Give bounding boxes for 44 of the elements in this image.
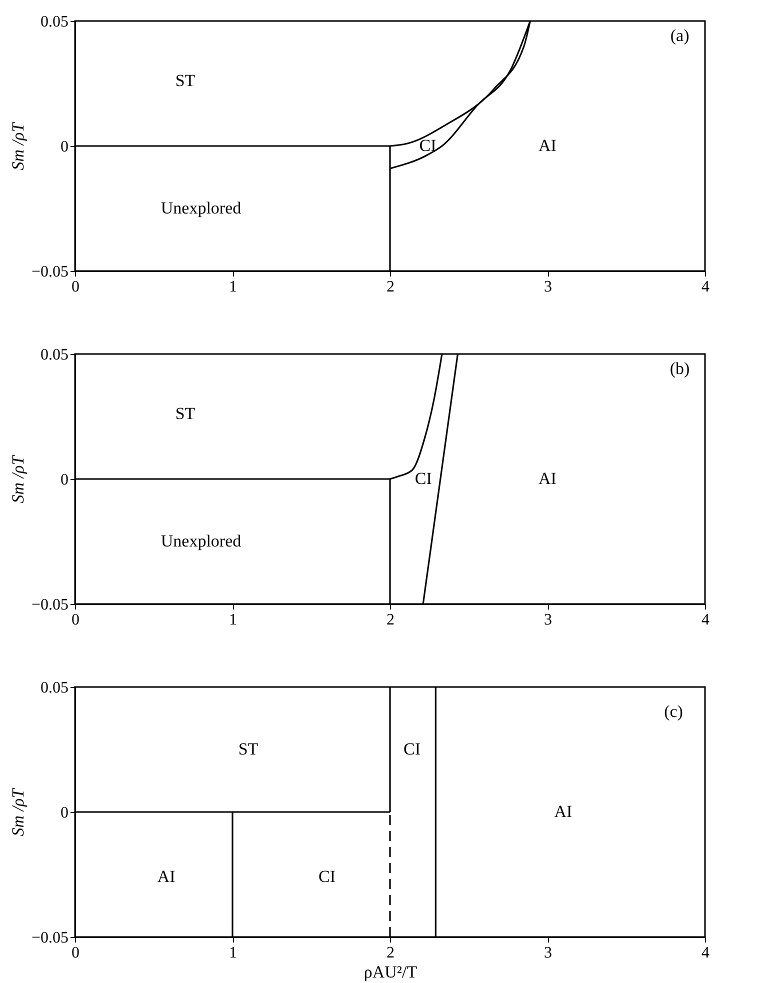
annotation: CI xyxy=(404,740,421,758)
x-tick-label: 4 xyxy=(702,278,710,296)
annotation: (a) xyxy=(670,26,690,45)
annotation: CI xyxy=(414,469,432,488)
y-axis-title: Sm /ρT xyxy=(8,787,28,836)
x-tick-label: 3 xyxy=(544,944,552,962)
annotation: AI xyxy=(538,469,557,488)
x-tick-label: 4 xyxy=(702,612,710,628)
y-tick-label: 0 xyxy=(60,472,68,488)
x-tick-label: 2 xyxy=(386,944,394,962)
x-tick-label: 3 xyxy=(544,612,552,628)
annotation: ST xyxy=(175,71,196,90)
annotation: AI xyxy=(554,802,573,821)
x-tick-label: 3 xyxy=(544,278,552,296)
x-tick-label: 0 xyxy=(72,612,80,628)
y-tick-label: 0.05 xyxy=(40,680,68,696)
x-tick-label: 2 xyxy=(386,278,394,296)
y-axis-title: Sm /ρT xyxy=(8,454,28,504)
annotation: AI xyxy=(157,867,176,886)
x-tick-label: 1 xyxy=(229,278,237,296)
x-tick-label: 4 xyxy=(702,944,710,962)
annotation: (c) xyxy=(664,702,683,721)
y-tick-label: 0.05 xyxy=(40,14,68,30)
y-tick-label: 0 xyxy=(60,138,68,156)
y-axis-title: Sm /ρT xyxy=(8,121,28,170)
annotation: (b) xyxy=(670,359,690,378)
x-tick-label: 0 xyxy=(72,278,80,296)
annotation: ST xyxy=(238,740,259,758)
annotation: Unexplored xyxy=(160,532,242,550)
x-axis-title: ρAU²/T xyxy=(364,962,418,982)
y-tick-label: 0 xyxy=(60,804,68,822)
x-tick-label: 1 xyxy=(229,612,237,628)
annotation: CI xyxy=(419,136,437,155)
annotation: Unexplored xyxy=(160,198,242,218)
annotation: ST xyxy=(175,404,196,423)
y-tick-label: 0.05 xyxy=(40,346,68,364)
x-tick-label: 0 xyxy=(72,944,80,962)
x-tick-label: 1 xyxy=(229,944,237,962)
y-tick-label: −0.05 xyxy=(31,596,68,614)
annotation: AI xyxy=(538,136,557,155)
y-tick-label: −0.05 xyxy=(31,264,68,280)
x-tick-label: 2 xyxy=(386,612,394,628)
annotation: CI xyxy=(318,867,336,886)
y-tick-label: −0.05 xyxy=(31,930,68,946)
